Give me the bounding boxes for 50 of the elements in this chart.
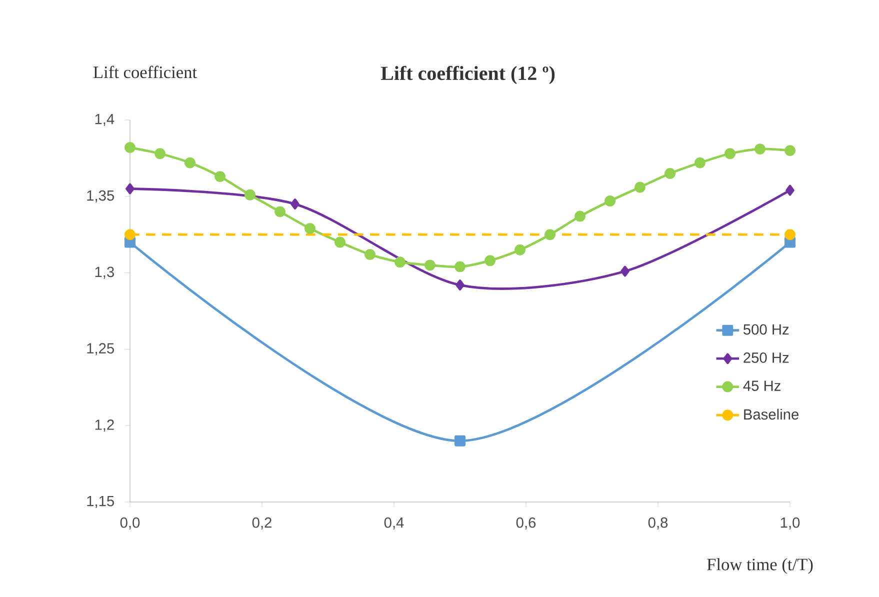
y-tick-label: 1,4 xyxy=(95,114,114,126)
y-tick-label: 1,25 xyxy=(87,343,114,356)
point xyxy=(184,157,196,168)
point xyxy=(454,261,466,272)
point xyxy=(786,184,794,196)
point xyxy=(214,171,226,182)
point xyxy=(124,142,136,153)
x-tick-label: 0,2 xyxy=(252,517,272,530)
point xyxy=(364,249,376,260)
point xyxy=(274,206,286,218)
point xyxy=(574,210,586,222)
point xyxy=(154,148,166,160)
point xyxy=(724,148,736,160)
point xyxy=(620,266,630,277)
point xyxy=(664,168,676,179)
x-tick-label: 0,8 xyxy=(648,517,668,530)
x-tick-label: 0,4 xyxy=(384,517,404,530)
point xyxy=(244,189,256,200)
point xyxy=(514,244,526,256)
point xyxy=(754,144,766,154)
point xyxy=(394,256,406,268)
chart-title: Lift coefficient (12 º) xyxy=(380,66,555,84)
point xyxy=(126,183,134,194)
legend-label: Baseline xyxy=(744,408,798,420)
y-tick-label: 1,2 xyxy=(95,420,114,432)
legend-label: 500 Hz xyxy=(743,324,789,335)
point xyxy=(484,255,496,266)
y-tick-label: 1,15 xyxy=(87,496,114,508)
point xyxy=(424,260,436,271)
point xyxy=(544,229,556,240)
point xyxy=(784,145,796,156)
point xyxy=(604,196,616,206)
legend-label: 250 Hz xyxy=(744,352,789,363)
point xyxy=(290,198,300,210)
point xyxy=(304,223,316,234)
point xyxy=(124,229,136,240)
y-tick-label: 1,3 xyxy=(95,266,114,279)
x-tick-label: 0,0 xyxy=(120,517,140,530)
point xyxy=(784,229,796,240)
point xyxy=(334,236,346,248)
point xyxy=(694,157,706,168)
point xyxy=(456,280,464,290)
point xyxy=(454,435,466,446)
x-tick-label: 0,6 xyxy=(516,517,536,530)
legend-label: 45 Hz xyxy=(743,380,780,391)
y-axis-title: Lift coefficient xyxy=(93,66,197,78)
x-tick-label: 1,0 xyxy=(780,517,800,530)
point xyxy=(634,182,646,193)
y-tick-label: 1,35 xyxy=(87,190,114,202)
x-axis-title: Flow time (t/T) xyxy=(707,558,813,574)
